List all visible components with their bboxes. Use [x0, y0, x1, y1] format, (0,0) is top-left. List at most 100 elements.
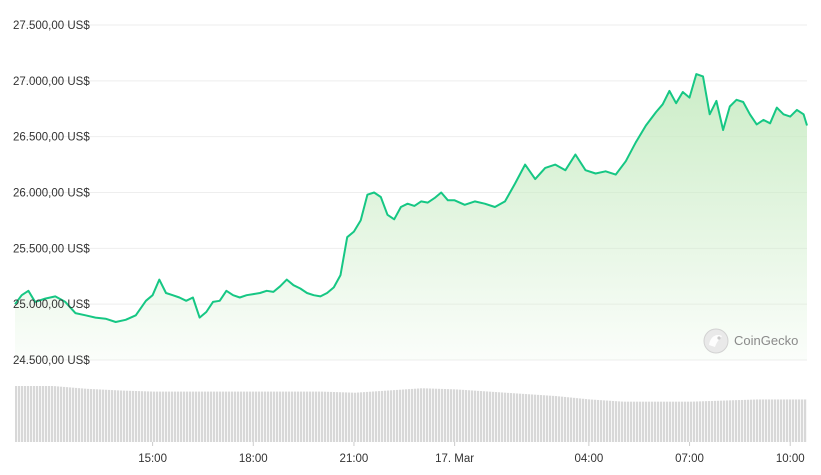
volume-bar	[204, 391, 207, 442]
volume-bar	[273, 391, 276, 442]
volume-bar	[153, 391, 156, 442]
volume-bar	[81, 388, 84, 442]
volume-bar	[690, 401, 693, 442]
volume-bar	[495, 392, 498, 442]
volume-bar	[561, 396, 564, 442]
volume-bar	[423, 388, 426, 442]
volume-bar	[729, 400, 732, 442]
volume-bar	[444, 389, 447, 442]
volume-bar	[549, 395, 552, 442]
volume-bar	[291, 391, 294, 442]
volume-bar	[366, 391, 369, 442]
volume-bar	[600, 400, 603, 442]
volume-bar	[579, 398, 582, 442]
watermark-label: CoinGecko	[734, 333, 798, 348]
volume-bar	[489, 391, 492, 442]
volume-bar	[405, 389, 408, 442]
volume-bar	[762, 399, 765, 442]
volume-bar	[105, 389, 108, 442]
volume-bar	[21, 386, 24, 442]
volume-bar	[360, 392, 363, 442]
volume-bar	[459, 389, 462, 442]
x-tick-label: 07:00	[675, 453, 704, 465]
volume-bar	[198, 391, 201, 442]
volume-bar	[708, 401, 711, 442]
x-axis-ticks: 15:00 18:00 21:00 17. Mar 04:00 07:00 10:00	[138, 442, 805, 465]
volume-bar	[339, 392, 342, 442]
x-tick-label: 15:00	[138, 453, 167, 465]
volume-bar	[141, 391, 144, 442]
volume-bar	[408, 389, 411, 442]
volume-bar	[789, 399, 792, 442]
volume-bar	[486, 391, 489, 442]
volume-bar	[102, 389, 105, 442]
volume-bar	[678, 401, 681, 442]
volume-bar	[24, 386, 27, 442]
volume-bar	[216, 391, 219, 442]
volume-bar	[111, 390, 114, 442]
volume-bar	[483, 391, 486, 442]
volume-bar	[69, 387, 72, 442]
volume-bar	[726, 400, 729, 442]
volume-bar	[258, 391, 261, 442]
volume-bar	[279, 391, 282, 442]
volume-bar	[588, 399, 591, 442]
volume-bar	[756, 399, 759, 442]
volume-bar	[174, 391, 177, 442]
volume-bar	[432, 388, 435, 442]
volume-bar	[45, 386, 48, 442]
volume-bar	[609, 400, 612, 442]
volume-bar	[390, 390, 393, 442]
volume-bar	[186, 391, 189, 442]
volume-bar	[399, 389, 402, 442]
volume-bar	[162, 391, 165, 442]
volume-bar	[219, 391, 222, 442]
volume-bar	[318, 391, 321, 442]
volume-bar	[147, 391, 150, 442]
volume-bar	[240, 391, 243, 442]
volume-bar	[420, 388, 423, 442]
volume-bar	[534, 394, 537, 442]
volume-bar	[138, 391, 141, 442]
volume-bar	[183, 391, 186, 442]
volume-bar	[591, 399, 594, 442]
volume-bar	[657, 401, 660, 442]
volume-bar	[759, 399, 762, 442]
volume-bar	[603, 400, 606, 442]
volume-bar	[585, 399, 588, 442]
volume-bar	[612, 400, 615, 442]
volume-bar	[84, 388, 87, 442]
volume-bar	[180, 391, 183, 442]
volume-bar	[48, 386, 51, 442]
volume-bar	[96, 389, 99, 442]
volume-bar	[507, 392, 510, 442]
volume-bar	[327, 391, 330, 442]
volume-bar	[375, 391, 378, 442]
volume-bar	[735, 400, 738, 442]
volume-bar	[27, 386, 30, 442]
volume-bar	[696, 401, 699, 442]
x-tick-label: 21:00	[340, 453, 369, 465]
volume-bar	[462, 389, 465, 442]
volume-bar	[330, 391, 333, 442]
volume-bar	[156, 391, 159, 442]
volume-bar	[456, 389, 459, 442]
volume-bar	[717, 400, 720, 442]
volume-bar	[123, 390, 126, 442]
price-line-path	[14, 73, 808, 323]
volume-bar	[225, 391, 228, 442]
volume-bar	[504, 392, 507, 442]
volume-bar	[606, 400, 609, 442]
volume-bar	[384, 390, 387, 442]
volume-bar	[342, 392, 345, 442]
volume-bar	[75, 387, 78, 442]
volume-bar	[72, 387, 75, 442]
volume-bar	[519, 393, 522, 442]
volume-bar	[270, 391, 273, 442]
volume-bar	[513, 393, 516, 442]
volume-bar	[474, 390, 477, 442]
volume-bar	[171, 391, 174, 442]
y-tick-label: 26.000,00 US$	[13, 188, 90, 200]
volume-bar	[522, 393, 525, 442]
